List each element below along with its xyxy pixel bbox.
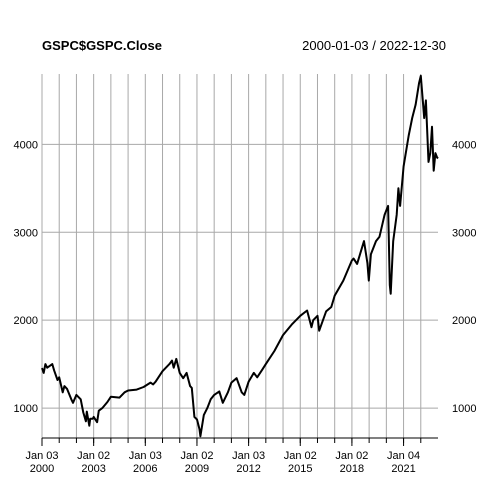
x-tick-label-date: Jan 04: [387, 450, 420, 462]
x-tick-label-year: 2003: [81, 463, 105, 475]
x-tick-label-date: Jan 03: [129, 450, 162, 462]
x-tick-label-date: Jan 03: [25, 450, 58, 462]
x-tick-label-year: 2015: [288, 463, 312, 475]
y-axis-right: 1000 2000 3000 4000: [452, 139, 476, 415]
x-tick-label-date: Jan 02: [335, 450, 368, 462]
x-tick-label-date: Jan 02: [180, 450, 213, 462]
x-tick-label-year: 2006: [133, 463, 157, 475]
y-tick-label-left: 1000: [14, 403, 38, 415]
x-tick-label: Jan 03 2012: [232, 450, 265, 475]
x-tick-label: Jan 02 2015: [284, 450, 317, 475]
y-tick-label-left: 4000: [14, 139, 38, 151]
series-line: [41, 74, 439, 438]
y-tick-label-left: 2000: [14, 315, 38, 327]
x-tick-label: Jan 02 2003: [77, 450, 110, 475]
y-tick-label-left: 3000: [14, 227, 38, 239]
x-tick-label-year: 2009: [185, 463, 209, 475]
x-tick-label-year: 2000: [30, 463, 54, 475]
x-tick-label-date: Jan 02: [284, 450, 317, 462]
x-tick-label-year: 2012: [236, 463, 260, 475]
x-tick-label: Jan 02 2018: [335, 450, 368, 475]
x-tick-label-date: Jan 03: [232, 450, 265, 462]
x-tick-label-year: 2021: [391, 463, 415, 475]
horizontal-gridlines: [42, 143, 438, 409]
date-range-label: 2000-01-03 / 2022-12-30: [302, 38, 446, 53]
x-tick-label: Jan 02 2009: [180, 450, 213, 475]
y-axis-left: 1000 2000 3000 4000: [14, 139, 38, 415]
y-tick-label-right: 1000: [452, 403, 476, 415]
x-tick-label-year: 2018: [340, 463, 364, 475]
x-tick-label: Jan 03 2000: [25, 450, 58, 475]
y-tick-label-right: 3000: [452, 227, 476, 239]
chart-title: GSPC$GSPC.Close: [42, 38, 162, 53]
y-tick-label-right: 2000: [452, 315, 476, 327]
series-layer: [41, 74, 439, 438]
x-tick-label: Jan 04 2021: [387, 450, 420, 475]
x-tick-label-date: Jan 02: [77, 450, 110, 462]
x-tick-label: Jan 03 2006: [129, 450, 162, 475]
y-tick-label-right: 4000: [452, 139, 476, 151]
